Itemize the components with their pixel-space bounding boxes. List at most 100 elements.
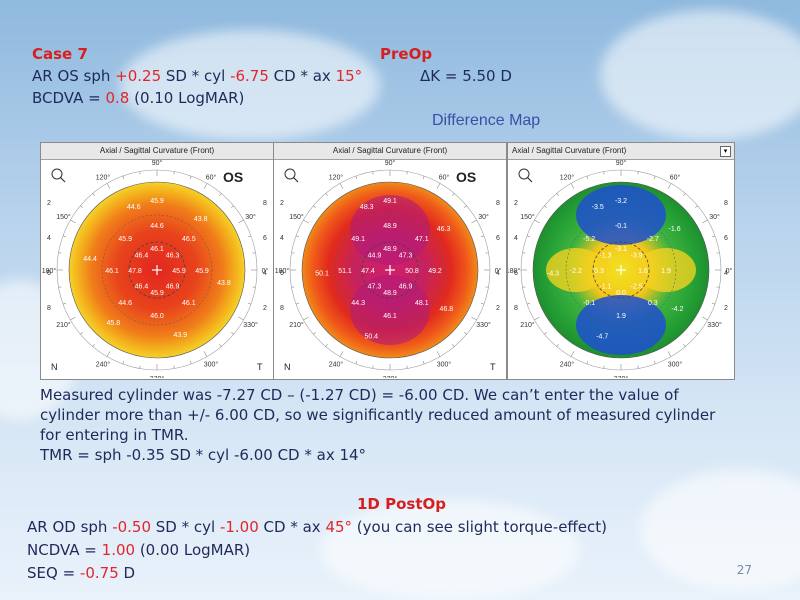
magnifier-icon xyxy=(293,177,299,183)
pupil-ring xyxy=(128,241,186,299)
scale-label: 6 xyxy=(263,235,267,242)
curvature-value: 48.9 xyxy=(383,223,397,230)
curvature-value: 46.3 xyxy=(166,252,180,259)
angle-label: 0° xyxy=(495,267,502,275)
curvature-value: 0.3 xyxy=(594,268,604,275)
curvature-value: 49.2 xyxy=(428,268,442,275)
tick-mark xyxy=(556,344,559,347)
scale-label: 4 xyxy=(496,270,500,277)
tick-mark xyxy=(544,205,547,208)
tick-mark xyxy=(203,183,208,189)
tick-mark xyxy=(481,302,485,305)
scale-label: 6 xyxy=(724,235,728,242)
map-type-select[interactable]: Axial / Sagittal Curvature (Front) xyxy=(508,143,734,160)
postop-title: 1D PostOp xyxy=(357,495,446,513)
tick-mark xyxy=(485,286,489,288)
tick-mark xyxy=(683,193,686,196)
difference-map: Axial / Sagittal Curvature (Front) ▾ 90°… xyxy=(507,142,735,380)
tick-mark xyxy=(80,332,83,335)
curvature-value: 50.8 xyxy=(405,268,419,275)
angle-label: 120° xyxy=(329,173,344,181)
yellow-lobe xyxy=(546,248,606,292)
tick-mark xyxy=(173,365,175,369)
angle-label: 30° xyxy=(709,213,720,221)
tick-mark xyxy=(667,351,672,357)
angle-label: 240° xyxy=(329,361,344,369)
postop-refraction: AR OD sph -0.50 SD * cyl -1.00 CD * ax 4… xyxy=(27,518,607,536)
curvature-value: 44.4 xyxy=(83,256,97,263)
tick-mark xyxy=(219,193,222,196)
explanation-paragraph: Measured cylinder was -7.27 CD – (-1.27 … xyxy=(40,385,780,465)
tick-mark xyxy=(556,193,559,196)
curvature-value: 48.1 xyxy=(415,300,429,307)
blue-lobe xyxy=(576,185,666,245)
tick-mark xyxy=(526,302,530,305)
tick-mark xyxy=(70,316,76,321)
curvature-value: 43.8 xyxy=(194,216,208,223)
tick-mark xyxy=(586,175,589,179)
zone-ring xyxy=(334,214,446,326)
curvature-value: -2.5 xyxy=(631,284,643,291)
tick-mark xyxy=(667,183,672,189)
tick-mark xyxy=(219,344,222,347)
curvature-value: 46.9 xyxy=(399,284,413,291)
angle-label: 120° xyxy=(560,173,575,181)
tick-mark xyxy=(372,365,374,369)
background-cloud xyxy=(640,470,800,590)
curvature-value: -1.6 xyxy=(669,226,681,233)
magnifier-icon xyxy=(60,177,66,183)
temporal-label: T xyxy=(490,362,496,372)
tick-mark xyxy=(526,235,530,238)
delta-k: ΔK = 5.50 D xyxy=(420,67,512,85)
background-cloud xyxy=(320,500,580,600)
scale-label: 4 xyxy=(263,270,267,277)
curvature-value: 45.9 xyxy=(118,236,132,243)
map-titlebar: Axial / Sagittal Curvature (Front) xyxy=(274,143,506,160)
eye-label: OS xyxy=(456,169,476,185)
tick-mark xyxy=(189,361,192,365)
curvature-value: 47.8 xyxy=(128,268,142,275)
tick-mark xyxy=(603,365,605,369)
chevron-down-icon[interactable]: ▾ xyxy=(720,146,731,157)
angle-label: 30° xyxy=(478,213,489,221)
case-title: Case 7 xyxy=(32,45,88,63)
zone-ring xyxy=(565,214,677,326)
angle-label: 90° xyxy=(152,160,163,167)
tick-mark xyxy=(464,332,467,335)
curvature-value: 49.1 xyxy=(351,236,365,243)
tick-mark xyxy=(522,252,526,254)
tick-mark xyxy=(252,252,256,254)
curvature-value: 45.9 xyxy=(150,290,164,297)
tick-mark xyxy=(122,175,125,179)
curvature-value: -4.7 xyxy=(596,333,608,340)
pupil-ring xyxy=(592,241,650,299)
tick-mark xyxy=(570,183,575,189)
scale-label: 8 xyxy=(263,200,267,207)
pupil-ring xyxy=(361,241,419,299)
angle-label: 210° xyxy=(56,321,71,329)
nasal-label: N xyxy=(284,362,291,372)
curvature-value: 47.3 xyxy=(368,284,382,291)
curvature-value: 45.9 xyxy=(172,268,186,275)
scale-label: 6 xyxy=(496,235,500,242)
curvature-value: 0.0 xyxy=(616,290,626,297)
curvature-value: 43.9 xyxy=(173,332,187,339)
tick-mark xyxy=(248,302,252,305)
curvature-value: 46.1 xyxy=(150,246,164,253)
map-titlebar: Axial / Sagittal Curvature (Front) xyxy=(41,143,273,160)
tick-mark xyxy=(534,219,540,224)
tick-mark xyxy=(70,219,76,224)
tick-mark xyxy=(695,205,698,208)
bcdva-line: BCDVA = 0.8 (0.10 LogMAR) xyxy=(32,89,245,107)
tick-mark xyxy=(139,365,141,369)
curvature-value: -2.7 xyxy=(647,236,659,243)
tick-mark xyxy=(653,175,656,179)
scale-label: 6 xyxy=(47,270,51,277)
curvature-value: 44.3 xyxy=(351,300,365,307)
tick-mark xyxy=(238,219,244,224)
tick-mark xyxy=(355,361,358,365)
angle-label: 90° xyxy=(616,160,627,167)
angle-label: 300° xyxy=(668,361,683,369)
tick-mark xyxy=(522,286,526,288)
curvature-value: 45.8 xyxy=(106,320,120,327)
